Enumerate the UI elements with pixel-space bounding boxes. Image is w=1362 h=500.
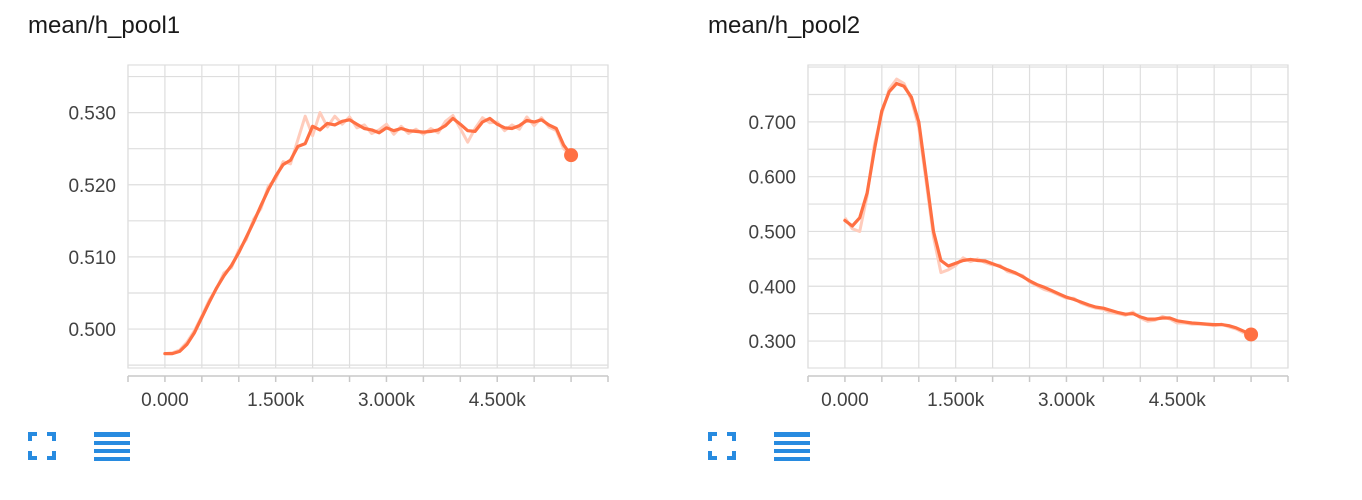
expand-icon [708, 432, 736, 460]
x-tick-label: 4.500k [469, 390, 527, 411]
chart-title: mean/h_pool2 [708, 12, 861, 39]
y-tick-label: 0.700 [748, 113, 796, 134]
plot-border [807, 64, 1289, 369]
expand-button[interactable] [708, 432, 736, 460]
data-table-button[interactable] [774, 432, 810, 464]
x-tick-label: 4.500k [1149, 390, 1207, 411]
series-line [163, 116, 573, 356]
data-table-icon [774, 432, 810, 461]
y-tick-label: 0.510 [68, 248, 116, 269]
expand-icon [28, 432, 56, 460]
x-tick-label: 3.000k [358, 390, 416, 411]
x-tick-label: 0.000 [141, 390, 189, 411]
line-chart-h-pool1: 0.000 1.500k 3.000k 4.500k 0.500 0.510 0.520 0.… [68, 64, 609, 411]
x-tick-label: 3.000k [1038, 390, 1096, 411]
scalar-card-h-pool1: mean/h_pool1 0.000 1.500k 3.000k 4.500k 0.50… [0, 0, 640, 500]
scalar-card-h-pool2: mean/h_pool2 0.000 1.500k 3.000k 4.500k 0.30… [680, 0, 1320, 500]
y-tick-label: 0.520 [68, 176, 116, 197]
y-tick-label: 0.530 [68, 104, 116, 125]
y-tick-label: 0.500 [748, 222, 796, 243]
series-raw-line [843, 77, 1252, 337]
chart-title: mean/h_pool1 [28, 12, 181, 39]
x-tick-label: 1.500k [927, 390, 985, 411]
y-tick-label: 0.500 [68, 320, 116, 341]
series-end-point [564, 148, 579, 163]
y-tick-label: 0.400 [748, 277, 796, 298]
y-tick-label: 0.300 [748, 332, 796, 353]
x-tick-label: 1.500k [247, 390, 305, 411]
data-table-icon [94, 432, 130, 461]
plot-border [127, 64, 609, 369]
data-table-button[interactable] [94, 432, 130, 464]
expand-button[interactable] [28, 432, 56, 460]
x-tick-label: 0.000 [821, 390, 869, 411]
series-end-point [1244, 327, 1259, 342]
y-tick-label: 0.600 [748, 168, 796, 189]
series-line [843, 81, 1253, 337]
line-chart-h-pool2: 0.000 1.500k 3.000k 4.500k 0.300 0.400 0.500 0.… [748, 64, 1289, 411]
